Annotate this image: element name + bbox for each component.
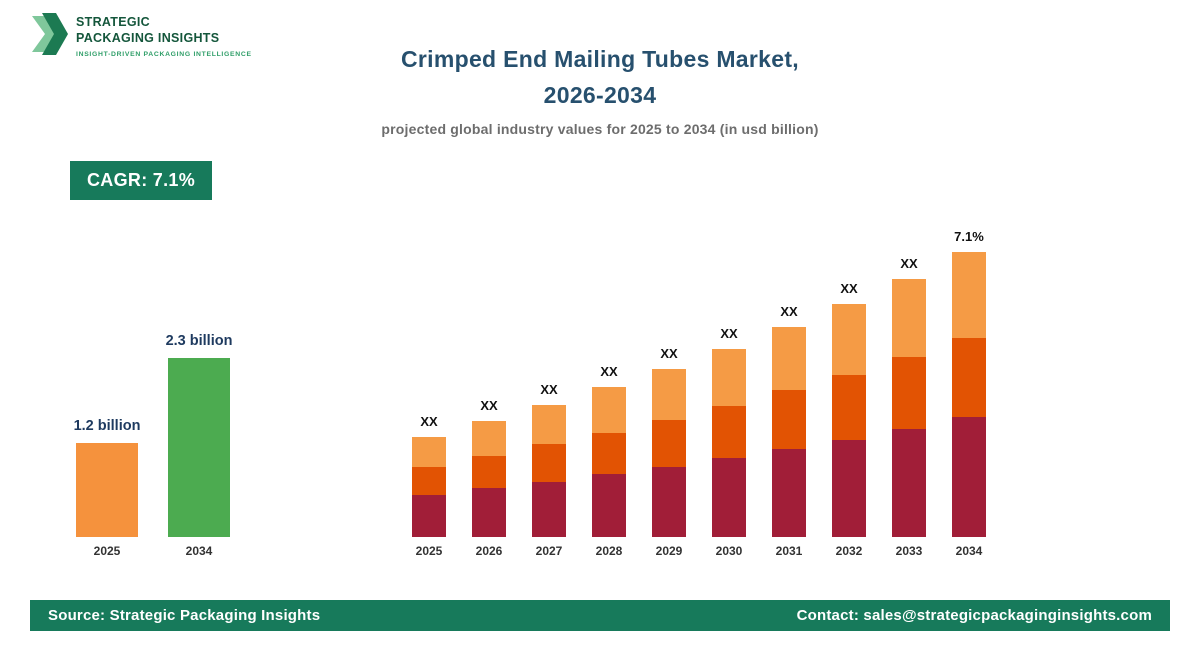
stacked-year-label: 2032 [835,544,863,558]
stacked-year-label: 2027 [535,544,563,558]
stacked-bar-top-label: XX [420,414,438,429]
segment-bottom [532,481,566,537]
segment-bottom [772,448,806,537]
comparison-year-label: 2034 [185,544,213,558]
stacked-year-label: 2028 [595,544,623,558]
brand-logo: STRATEGIC PACKAGING INSIGHTS INSIGHT-DRI… [30,12,252,61]
brand-text-block: STRATEGIC PACKAGING INSIGHTS INSIGHT-DRI… [76,15,252,58]
stacked-bar [412,437,446,537]
segment-middle [592,432,626,475]
footer-bar: Source: Strategic Packaging Insights Con… [30,600,1170,631]
segment-bottom [592,474,626,537]
stacked-bar [832,304,866,537]
segment-top [412,437,446,467]
segment-bottom [472,488,506,537]
stacked-bar [532,405,566,537]
stacked-year-label: 2034 [955,544,983,558]
segment-bottom [892,429,926,537]
page-title-line2: 2026-2034 [543,81,657,108]
stacked-bar [472,421,506,537]
stacked-bar-top-label: XX [720,326,738,341]
brand-chevron-icon [30,12,68,61]
segment-middle [892,357,926,430]
brand-tagline: INSIGHT-DRIVEN PACKAGING INTELLIGENCE [76,51,252,59]
segment-middle [412,467,446,496]
stacked-bar [652,369,686,537]
stacked-bar-chart: XX 2025 XX 2026 XX 2027 XX 2028 XX 2029 XX 2030 XX 20… [412,229,986,558]
segment-middle [952,337,986,417]
stacked-bar [892,279,926,537]
segment-bottom [832,439,866,537]
stacked-bar [952,252,986,537]
stacked-year-label: 2025 [415,544,443,558]
segment-bottom [652,466,686,537]
comparison-value-label: 2.3 billion [165,333,233,349]
stacked-year-label: 2029 [655,544,683,558]
segment-top [892,279,926,358]
stacked-bar-group: XX 2031 [772,304,806,558]
stacked-bar-top-label: XX [480,398,498,413]
comparison-year-label: 2025 [93,544,121,558]
segment-top [652,369,686,421]
brand-name-line1: STRATEGIC [76,14,150,29]
segment-bottom [952,416,986,537]
brand-name: STRATEGIC PACKAGING INSIGHTS [76,15,252,46]
stacked-bar-group: XX 2027 [532,382,566,558]
stacked-year-label: 2033 [895,544,923,558]
segment-bottom [412,495,446,537]
page-title-line1: Crimped End Mailing Tubes Market, [401,46,799,72]
stacked-bar [592,387,626,537]
stacked-year-label: 2026 [475,544,503,558]
comparison-bar [168,358,230,537]
stacked-bar [712,349,746,537]
stacked-bar-group: XX 2026 [472,398,506,558]
segment-middle [832,374,866,440]
segment-top [592,387,626,433]
stacked-bar-group: 7.1% 2034 [952,229,986,558]
segment-top [472,421,506,457]
page-title: Crimped End Mailing Tubes Market, 2026-20… [0,42,1200,113]
page-subtitle: projected global industry values for 202… [381,121,819,138]
stacked-bar-top-label: XX [660,346,678,361]
segment-middle [532,444,566,482]
chart-title-block: Crimped End Mailing Tubes Market, 2026-20… [0,42,1200,137]
footer-source: Source: Strategic Packaging Insights [48,607,321,624]
stacked-bar-top-label: XX [840,281,858,296]
segment-top [712,349,746,406]
comparison-bar-group: 2.3 billion 2034 [165,333,233,558]
stacked-bar [772,327,806,537]
segment-middle [472,456,506,489]
segment-top [532,405,566,445]
stacked-bar-group: XX 2029 [652,346,686,558]
stacked-bar-group: XX 2025 [412,414,446,558]
stacked-bar-top-label: XX [540,382,558,397]
segment-bottom [712,458,746,537]
segment-middle [652,420,686,467]
stacked-bar-top-label: XX [900,256,918,271]
footer-contact: Contact: sales@strategicpackaginginsight… [796,607,1152,624]
stacked-bar-top-label: 7.1% [954,229,984,244]
stacked-year-label: 2030 [715,544,743,558]
comparison-value-label: 1.2 billion [73,418,141,434]
segment-top [952,252,986,338]
stacked-bar-group: XX 2033 [892,256,926,558]
stacked-bar-top-label: XX [600,364,618,379]
brand-name-line2: PACKAGING INSIGHTS [76,30,220,45]
comparison-bar [76,443,138,537]
stacked-year-label: 2031 [775,544,803,558]
stacked-bar-group: XX 2032 [832,281,866,558]
segment-middle [712,405,746,458]
stacked-bar-group: XX 2028 [592,364,626,558]
comparison-bar-group: 1.2 billion 2025 [73,418,141,558]
segment-top [772,327,806,390]
stacked-bar-group: XX 2030 [712,326,746,558]
segment-middle [772,389,806,449]
segment-top [832,304,866,375]
comparison-chart: 1.2 billion 2025 2.3 billion 2034 [73,333,233,558]
stacked-bar-top-label: XX [780,304,798,319]
cagr-badge: CAGR: 7.1% [70,161,213,200]
